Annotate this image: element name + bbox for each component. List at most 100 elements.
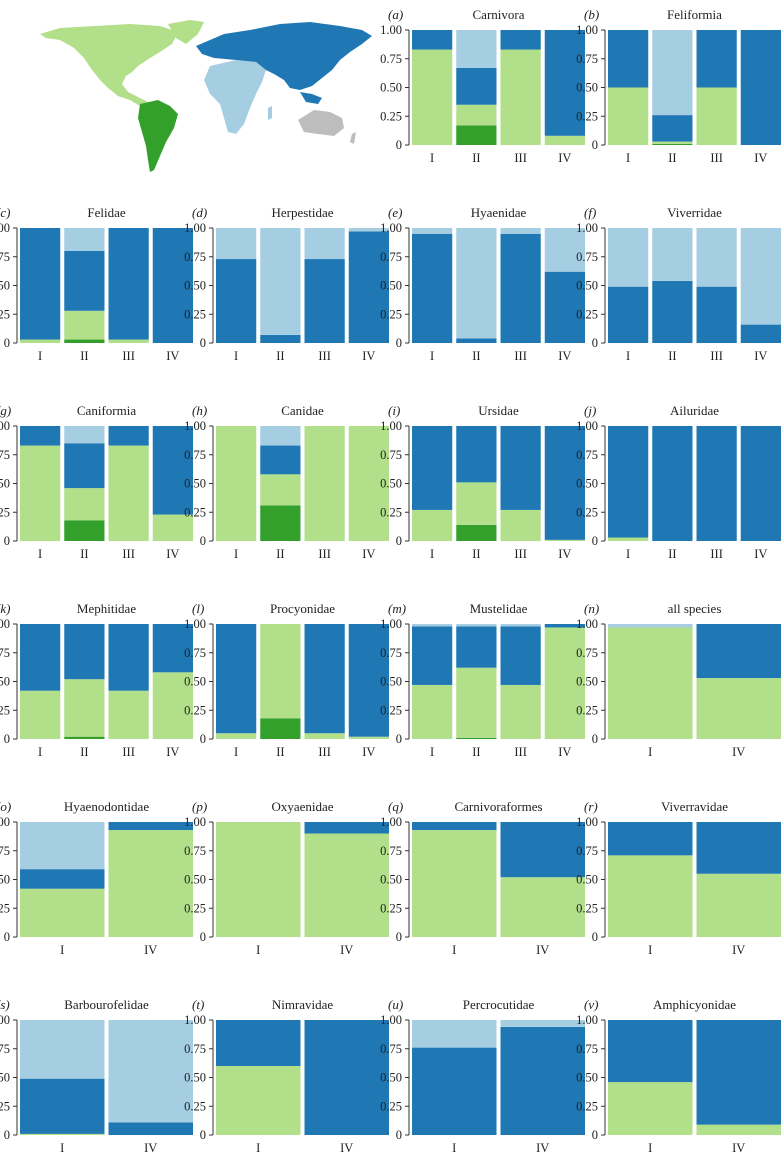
panel-letter: (i) [388,403,400,418]
bar-segment-light-blue [456,228,497,339]
y-tick-label: 0 [4,336,10,350]
y-tick-label: 0 [200,534,206,548]
x-tick-label: I [648,943,652,957]
y-tick-label: 1.00 [0,419,10,433]
bar-segment-dark-green [456,524,497,541]
y-tick-label: 0.50 [184,1071,206,1085]
x-tick-label: II [472,745,480,759]
x-tick-label: III [710,151,723,165]
x-tick-label: I [234,349,238,363]
bar-segment-light-green [216,426,257,541]
y-tick-label: 0.50 [576,279,598,293]
bar-segment-dark-blue [304,259,345,343]
bar-segment-dark-blue [740,30,781,145]
bar-segment-light-blue [216,228,257,260]
bar-segment-light-blue [544,228,585,272]
map-region-eurasia [196,22,372,90]
bar-segment-light-green [412,830,497,937]
bar-segment-light-green [500,49,541,145]
y-tick-label: 1.00 [184,221,206,235]
x-tick-label: II [472,151,480,165]
y-tick-label: 0.25 [576,109,598,123]
bar-segment-light-green [20,1133,105,1135]
x-tick-label: I [60,1141,64,1155]
bar-segment-dark-blue [304,822,389,834]
x-tick-label: IV [558,151,571,165]
y-tick-label: 0.25 [576,901,598,915]
bar-segment-dark-blue [500,822,585,878]
bar-segment-light-blue [20,822,105,870]
panel-carnivoraformes: (q) Carnivoraformes 0 0.25 0.50 0.75 1.00 I IV [380,799,585,957]
bar-segment-light-green [108,830,193,937]
bar-segment-dark-blue [412,626,453,685]
x-tick-label: IV [166,745,179,759]
bar-segment-dark-blue [740,324,781,343]
x-tick-label: III [122,547,135,561]
panel-title: Ursidae [478,403,519,418]
y-tick-label: 0.75 [576,52,598,66]
bar-segment-dark-blue [696,1020,781,1125]
bar-segment-dark-blue [152,228,193,343]
y-tick-label: 0.50 [184,477,206,491]
y-tick-label: 0 [396,732,402,746]
bar-segment-dark-green [456,737,497,739]
bar-segment-dark-blue [608,30,649,88]
bar-segment-dark-blue [500,30,541,50]
bar-segment-dark-blue [500,426,541,510]
bar-segment-dark-blue [152,624,193,673]
bar-segment-light-green [412,684,453,739]
y-tick-label: 0.25 [0,1099,10,1113]
x-tick-label: III [710,349,723,363]
y-tick-label: 0.25 [0,505,10,519]
map-region-madagascar [268,106,272,120]
bar-segment-dark-blue [412,1047,497,1135]
bar-segment-light-blue [260,228,301,335]
x-tick-label: IV [536,943,549,957]
y-tick-label: 0.50 [0,675,10,689]
y-tick-label: 1.00 [184,419,206,433]
y-tick-label: 0.75 [0,250,10,264]
panel-letter: (r) [584,799,598,814]
bar-segment-light-green [500,509,541,541]
panel-title: all species [668,601,722,616]
panel-title: Hyaenodontidae [64,799,149,814]
panel-nimravidae: (t) Nimravidae 0 0.25 0.50 0.75 1.00 I IV [184,997,389,1155]
x-tick-label: IV [754,151,767,165]
y-tick-label: 0.25 [184,901,206,915]
bar-segment-light-green [696,873,781,937]
panel-title: Viverravidae [661,799,728,814]
bar-segment-dark-blue [456,626,497,668]
bar-segment-light-green [412,509,453,541]
y-tick-label: 0.25 [184,505,206,519]
bar-segment-dark-blue [456,338,497,343]
map-region-north-america [40,24,178,106]
bar-segment-dark-blue [108,426,149,446]
bar-segment-dark-blue [216,624,257,734]
y-tick-label: 0 [592,930,598,944]
bar-segment-dark-blue [500,233,541,343]
y-tick-label: 0.50 [576,477,598,491]
bar-segment-dark-green [652,143,693,145]
y-tick-label: 0 [592,336,598,350]
bar-segment-light-green [304,426,345,541]
panel-title: Amphicyonidae [653,997,736,1012]
panel-title: Canidae [281,403,324,418]
panel-hyaenodontidae: (o) Hyaenodontidae 0 0.25 0.50 0.75 1.00 I IV [0,799,193,957]
bar-segment-dark-blue [216,259,257,343]
y-tick-label: 1.00 [380,23,402,37]
x-tick-label: I [430,151,434,165]
bar-segment-dark-blue [216,1020,301,1066]
bar-segment-light-green [260,474,301,506]
bar-segment-light-green [20,445,61,541]
x-tick-label: II [668,151,676,165]
panel-letter: (d) [192,205,207,220]
x-tick-label: IV [754,349,767,363]
y-tick-label: 1.00 [576,419,598,433]
map-region-new-zealand [350,132,356,144]
x-tick-label: III [514,349,527,363]
